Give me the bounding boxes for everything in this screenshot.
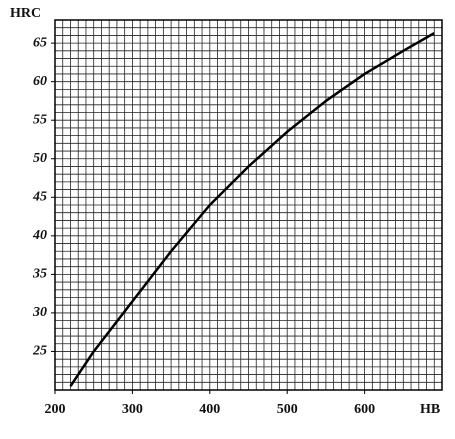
y-tick-label: 60 — [33, 74, 47, 89]
y-tick-label: 40 — [32, 228, 47, 243]
y-tick-label: 35 — [32, 267, 47, 282]
y-tick-label: 30 — [32, 305, 47, 320]
y-tick-label: 45 — [32, 190, 47, 205]
curve — [69, 32, 435, 387]
x-tick-label: 200 — [45, 402, 66, 417]
y-tick-label: 65 — [33, 35, 47, 50]
x-tick-label: 400 — [199, 402, 220, 417]
y-tick-label: 55 — [33, 112, 47, 127]
x-tick-label: 300 — [122, 402, 143, 417]
x-tick-label: 500 — [277, 402, 298, 417]
plot-frame — [54, 19, 443, 391]
y-axis-label: HRC — [10, 6, 41, 21]
y-tick-label: 50 — [33, 151, 47, 166]
x-axis-label: HB — [420, 402, 440, 417]
y-tick-label: 25 — [32, 344, 47, 359]
x-tick-label: 600 — [354, 402, 375, 417]
